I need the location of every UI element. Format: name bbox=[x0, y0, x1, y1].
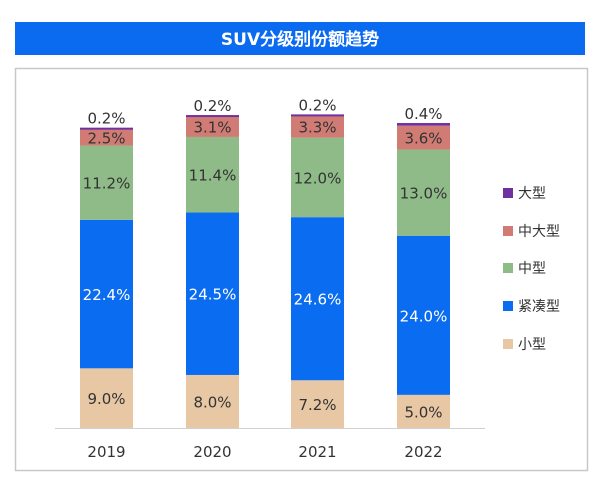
legend-label: 中型 bbox=[518, 261, 546, 277]
bar-segment bbox=[80, 145, 133, 220]
bar-segment bbox=[186, 136, 239, 213]
data-label: 5.0% bbox=[404, 403, 442, 421]
bars: 9.0%22.4%11.2%2.5%0.2%8.0%24.5%11.4%3.1%… bbox=[80, 96, 450, 428]
bar-segment bbox=[397, 123, 450, 126]
chart-frame bbox=[14, 67, 589, 472]
bar-segment bbox=[291, 137, 344, 218]
data-label: 24.6% bbox=[294, 291, 342, 309]
bar-segment bbox=[80, 128, 133, 146]
legend-swatch bbox=[503, 301, 513, 311]
legend-label: 大型 bbox=[518, 186, 546, 202]
data-label: 11.4% bbox=[189, 167, 237, 185]
bar-segment bbox=[397, 235, 450, 395]
bar-segment bbox=[291, 114, 344, 117]
data-label: 8.0% bbox=[193, 393, 231, 411]
data-label: 2.5% bbox=[87, 129, 125, 147]
data-label: 24.5% bbox=[189, 286, 237, 304]
bar-segment bbox=[186, 116, 239, 137]
bar-segment bbox=[291, 115, 344, 138]
bar-segment bbox=[80, 368, 133, 428]
x-tick-label: 2022 bbox=[404, 443, 442, 461]
data-label: 13.0% bbox=[400, 185, 448, 203]
legend-label: 小型 bbox=[518, 337, 546, 353]
data-label: 0.2% bbox=[298, 96, 336, 114]
bar-segment bbox=[291, 380, 344, 428]
bar-segment bbox=[80, 127, 133, 130]
bar-segment bbox=[397, 149, 450, 236]
title-bar bbox=[15, 22, 585, 55]
legend-swatch bbox=[503, 226, 513, 236]
data-label: 3.3% bbox=[298, 119, 336, 137]
bar-segment bbox=[291, 217, 344, 381]
data-label: 0.4% bbox=[404, 105, 442, 123]
data-label: 22.4% bbox=[83, 286, 131, 304]
bar-segment bbox=[397, 125, 450, 150]
legend-swatch bbox=[503, 188, 513, 198]
data-label: 7.2% bbox=[298, 396, 336, 414]
chart-title: SUV分级别份额趋势 bbox=[221, 29, 379, 50]
bar-segment bbox=[80, 219, 133, 369]
legend-swatch bbox=[503, 263, 513, 273]
x-tick-labels: 2019 2020 2021 2022 bbox=[87, 443, 442, 461]
x-tick-label: 2021 bbox=[298, 443, 336, 461]
x-tick-label: 2019 bbox=[87, 443, 125, 461]
bar-segment bbox=[397, 394, 450, 428]
x-tick-label: 2020 bbox=[193, 443, 231, 461]
legend-label: 中大型 bbox=[518, 224, 560, 240]
data-label: 12.0% bbox=[294, 169, 342, 187]
data-label: 0.2% bbox=[193, 97, 231, 115]
data-label: 3.1% bbox=[193, 119, 231, 137]
data-label: 3.6% bbox=[404, 130, 442, 148]
legend-swatch bbox=[503, 339, 513, 349]
bar-segment bbox=[186, 115, 239, 118]
bar-segment bbox=[186, 374, 239, 428]
legend-label: 紧凑型 bbox=[518, 298, 560, 315]
bar-segment bbox=[186, 212, 239, 375]
data-label: 9.0% bbox=[87, 390, 125, 408]
data-label: 0.2% bbox=[87, 110, 125, 128]
data-label: 11.2% bbox=[83, 175, 131, 193]
data-label: 24.0% bbox=[400, 307, 448, 325]
